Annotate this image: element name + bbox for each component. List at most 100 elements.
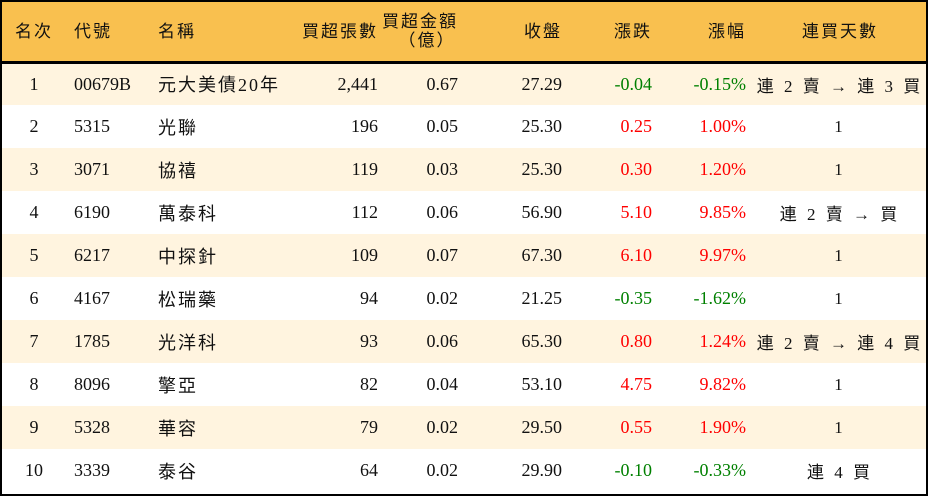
cell-name: 光聯	[158, 117, 198, 138]
cell-change: 5.10	[620, 202, 653, 222]
header-net-buy-amount-label: 買超金額	[382, 12, 458, 32]
cell-consecutive-days: 連 4 買	[807, 463, 873, 482]
cell-rank: 6	[29, 288, 39, 308]
cell-consecutive-days: 連 2 賣 → 連 4 買	[756, 334, 924, 353]
cell-consecutive-days: 1	[834, 374, 846, 394]
cell-net-buy-lots: 119	[351, 159, 378, 179]
cell-rank: 1	[29, 73, 39, 94]
cell-close: 53.10	[521, 374, 563, 394]
cell-net-buy-amount: 0.06	[426, 331, 459, 351]
cell-change-pct: 9.82%	[699, 374, 747, 394]
cell-rank: 10	[25, 460, 43, 480]
cell-code: 8096	[74, 374, 110, 394]
cell-change-pct: -1.62%	[693, 288, 747, 308]
cell-rank: 4	[29, 202, 39, 222]
cell-net-buy-lots: 2,441	[337, 73, 379, 94]
header-net-buy-amount-unit: （億）	[398, 31, 456, 51]
cell-close: 67.30	[521, 245, 563, 265]
header-consecutive-days: 連買天數	[754, 2, 926, 64]
header-code: 代號	[66, 2, 148, 64]
cell-net-buy-lots: 94	[360, 288, 378, 308]
cell-name: 擎亞	[158, 375, 198, 396]
cell-rank: 5	[29, 245, 39, 265]
cell-name: 萬泰科	[158, 203, 218, 224]
cell-rank: 8	[29, 374, 39, 394]
cell-name: 元大美債20年	[158, 75, 280, 96]
cell-close: 65.30	[521, 331, 563, 351]
cell-close: 25.30	[521, 116, 563, 136]
cell-net-buy-amount: 0.67	[426, 73, 459, 94]
cell-change: 0.30	[620, 159, 653, 179]
cell-name: 中探針	[158, 246, 218, 267]
cell-change: 6.10	[620, 245, 653, 265]
table-body: 1 00679B 元大美債20年 2,441 0.67 27.29 -0.04 …	[2, 62, 926, 492]
cell-name: 泰谷	[158, 461, 198, 482]
cell-consecutive-days: 連 2 賣 → 連 3 買	[756, 76, 924, 96]
cell-code: 00679B	[74, 73, 132, 94]
header-change-pct: 漲幅	[662, 2, 754, 64]
cell-close: 25.30	[521, 159, 563, 179]
cell-code: 5315	[74, 116, 110, 136]
cell-change-pct: 9.97%	[699, 245, 747, 265]
cell-change: 0.55	[620, 417, 653, 437]
cell-consecutive-days: 1	[834, 417, 846, 437]
cell-net-buy-amount: 0.02	[426, 417, 459, 437]
cell-change: 4.75	[620, 374, 653, 394]
cell-name: 松瑞藥	[158, 289, 218, 310]
cell-change-pct: 1.20%	[699, 159, 747, 179]
cell-code: 3071	[74, 159, 110, 179]
cell-code: 6217	[74, 245, 110, 265]
cell-close: 29.50	[521, 417, 563, 437]
cell-change-pct: 1.90%	[699, 417, 747, 437]
cell-net-buy-lots: 64	[360, 460, 378, 480]
cell-code: 3339	[74, 460, 110, 480]
cell-net-buy-lots: 93	[360, 331, 378, 351]
header-net-buy-amount: 買超金額 （億）	[378, 2, 474, 64]
header-change: 漲跌	[570, 2, 662, 64]
cell-close: 27.29	[521, 73, 563, 94]
cell-name: 協禧	[158, 160, 198, 181]
cell-net-buy-lots: 82	[360, 374, 378, 394]
table-row: 9 5328 華容 79 0.02 29.50 0.55 1.90% 1	[2, 406, 926, 449]
cell-consecutive-days: 1	[834, 116, 846, 136]
cell-close: 21.25	[521, 288, 563, 308]
cell-consecutive-days: 1	[834, 288, 846, 308]
cell-net-buy-lots: 79	[360, 417, 378, 437]
cell-net-buy-amount: 0.03	[426, 159, 459, 179]
cell-change-pct: -0.33%	[693, 460, 747, 480]
cell-net-buy-lots: 196	[351, 116, 378, 136]
table-row: 8 8096 擎亞 82 0.04 53.10 4.75 9.82% 1	[2, 363, 926, 406]
cell-net-buy-amount: 0.04	[426, 374, 459, 394]
table-row: 10 3339 泰谷 64 0.02 29.90 -0.10 -0.33% 連 …	[2, 449, 926, 492]
header-row: 名次 代號 名稱 買超張數 買超金額 （億） 收盤 漲跌 漲幅 連買天數	[2, 2, 926, 64]
cell-change: 0.25	[620, 116, 653, 136]
table-header: 名次 代號 名稱 買超張數 買超金額 （億） 收盤 漲跌 漲幅 連買天數	[2, 2, 926, 64]
cell-code: 1785	[74, 331, 110, 351]
cell-net-buy-lots: 109	[351, 245, 378, 265]
cell-change: 0.80	[620, 331, 653, 351]
cell-net-buy-amount: 0.02	[426, 460, 459, 480]
table-row: 3 3071 協禧 119 0.03 25.30 0.30 1.20% 1	[2, 148, 926, 191]
cell-rank: 9	[29, 417, 39, 437]
header-net-buy-lots: 買超張數	[288, 2, 378, 64]
cell-net-buy-amount: 0.02	[426, 288, 459, 308]
cell-change-pct: 9.85%	[699, 202, 747, 222]
header-close: 收盤	[474, 2, 570, 64]
cell-change: -0.04	[614, 73, 653, 94]
cell-net-buy-lots: 112	[351, 202, 378, 222]
cell-code: 5328	[74, 417, 110, 437]
cell-net-buy-amount: 0.06	[426, 202, 459, 222]
cell-change-pct: 1.00%	[699, 116, 747, 136]
cell-change-pct: -0.15%	[693, 73, 747, 94]
header-rank: 名次	[2, 2, 66, 64]
cell-close: 56.90	[521, 202, 563, 222]
cell-code: 6190	[74, 202, 110, 222]
table-row: 5 6217 中探針 109 0.07 67.30 6.10 9.97% 1	[2, 234, 926, 277]
cell-name: 華容	[158, 418, 198, 439]
cell-rank: 7	[29, 331, 39, 351]
cell-consecutive-days: 連 2 賣 → 買	[779, 205, 901, 224]
cell-change-pct: 1.24%	[699, 331, 747, 351]
table-row: 6 4167 松瑞藥 94 0.02 21.25 -0.35 -1.62% 1	[2, 277, 926, 320]
